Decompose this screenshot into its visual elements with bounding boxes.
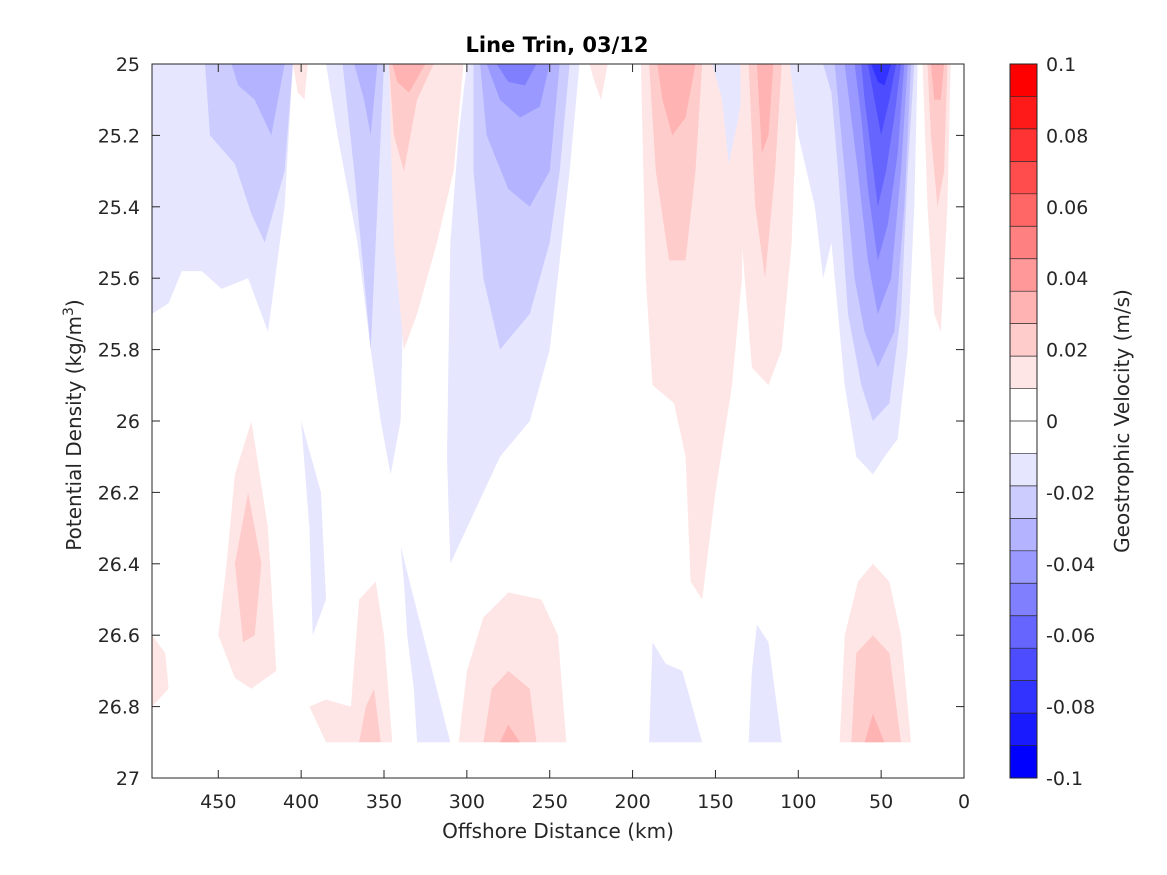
- contour-region-central-negative-deep: [496, 64, 537, 86]
- colorbar-swatch: [1010, 291, 1037, 324]
- colorbar-swatch: [1010, 64, 1037, 97]
- colorbar-swatch: [1010, 518, 1037, 552]
- colorbar-swatch: [1010, 161, 1037, 195]
- colorbar-swatch: [1010, 128, 1037, 162]
- contour-region-col-120-positive-core: [748, 64, 782, 279]
- contour-region-deep-negative-400: [301, 421, 326, 636]
- contour-region-deep-negative-120: [748, 624, 782, 743]
- x-tick-label: 50: [869, 791, 893, 813]
- contour-region-deep-positive-270-core: [483, 670, 537, 743]
- contour-region-nearshore-negative-5: [861, 64, 901, 207]
- x-axis: 450 400 350 300 250 200 150 100 50 0: [200, 64, 970, 813]
- colorbar-tick-label: 0.08: [1046, 125, 1088, 147]
- colorbar-swatch: [1010, 388, 1037, 422]
- colorbar-tick-label: -0.02: [1046, 482, 1095, 504]
- colorbar-swatch: [1010, 453, 1037, 487]
- contour-region-nearshore-negative-7: [871, 64, 892, 86]
- colorbar-swatch: [1010, 745, 1037, 779]
- colorbar-frame: [1009, 63, 1038, 779]
- colorbar-swatch: [1010, 96, 1037, 130]
- x-tick-label: 150: [697, 791, 733, 813]
- contour-region-positive-220: [589, 64, 608, 100]
- x-tick-label: 350: [366, 791, 402, 813]
- y-tick-label: 25.2: [98, 125, 140, 147]
- y-tick-label: 25.4: [98, 197, 140, 219]
- x-tick-label: 200: [614, 791, 650, 813]
- y-tick-label: 25.8: [98, 340, 140, 362]
- colorbar-title: Geostrophic Velocity (m/s): [1110, 289, 1134, 553]
- x-tick-label: 0: [958, 791, 970, 813]
- colorbar-swatch: [1010, 323, 1037, 357]
- x-tick-label: 450: [200, 791, 236, 813]
- y-axis-title-sup: 3: [61, 307, 77, 316]
- x-axis-title: Offshore Distance (km): [442, 819, 674, 843]
- x-tick-label: 300: [449, 791, 485, 813]
- x-tick-label: 400: [283, 791, 319, 813]
- colorbar-swatch: [1010, 258, 1037, 292]
- contour-region-col-170-positive-deep: [657, 64, 696, 136]
- contour-region-deep-negative-170: [649, 642, 703, 743]
- colorbar-tick-label: 0.1: [1046, 54, 1076, 76]
- colorbar-tick-label: -0.1: [1046, 768, 1083, 790]
- contour-region-col-360-negative-core: [342, 64, 384, 350]
- colorbar-swatch: [1010, 356, 1037, 389]
- colorbar-swatch: [1010, 485, 1037, 519]
- colorbar-swatch: [1010, 648, 1037, 681]
- contour-region-coastal-positive-deep: [930, 64, 945, 100]
- y-axis-title-end: ): [62, 299, 86, 307]
- x-tick-label: 250: [532, 791, 568, 813]
- contour-region-col-340-positive-core: [389, 64, 434, 172]
- contour-region-deep-positive-430-core: [234, 492, 262, 643]
- chart-title: Line Trin, 03/12: [465, 33, 648, 57]
- y-tick-label: 27: [116, 768, 140, 790]
- colorbar-tick-label: 0: [1046, 411, 1058, 433]
- contour-region-coastal-positive-core: [927, 64, 948, 207]
- contour-region-deep-positive-490: [152, 635, 169, 707]
- colorbar-swatch: [1010, 193, 1037, 227]
- contour-region-central-negative-core: [486, 64, 550, 118]
- contour-region-deep-positive-270-deep: [500, 724, 520, 743]
- colorbar-swatch: [1010, 421, 1037, 454]
- colorbar-swatch: [1010, 713, 1037, 746]
- colorbar-swatch: [1010, 226, 1037, 260]
- y-tick-label: 25: [116, 54, 140, 76]
- contour-region-col-360-negative-deep: [354, 64, 378, 136]
- colorbar-tick-label: 0.02: [1046, 340, 1088, 362]
- plot-area: 450 400 350 300 250 200 150 100 50 0 2525.225.425…: [98, 54, 970, 813]
- contour-region-deep-positive-50-core: [851, 635, 901, 743]
- colorbar-tick-label: 0.04: [1046, 268, 1088, 290]
- y-axis-title: Potential Density (kg/m3): [61, 299, 86, 550]
- contour-region-deep-positive-270: [458, 592, 567, 743]
- contour-region-deep-positive-50-deep: [864, 713, 885, 743]
- colorbar: 0.1 0.08 0.06 0.04 0.02 0 -0.02 -0.04 -0.06 -0.08…: [1009, 54, 1095, 790]
- colorbar-swatch: [1010, 583, 1037, 617]
- y-tick-label: 26: [116, 411, 140, 433]
- contour-region-col-340-positive-deep: [392, 64, 426, 93]
- y-axis: 25 25.2 25.4 25.6 25.8 26 26.2 26.4 26.6 26.8 27: [98, 54, 964, 790]
- y-tick-label: 26.2: [98, 482, 140, 504]
- contour-region-deep-positive-370-core: [359, 688, 381, 743]
- y-tick-label: 25.6: [98, 268, 140, 290]
- y-tick-label: 26.4: [98, 554, 140, 576]
- colorbar-tick-label: 0.06: [1046, 197, 1088, 219]
- colorbar-swatch: [1010, 615, 1037, 649]
- colorbar-swatch: [1010, 680, 1037, 714]
- y-axis-title-main: Potential Density (kg/m: [62, 316, 86, 551]
- contour-region-nearshore-negative-6: [867, 64, 897, 136]
- contour-region-col-170-positive-core: [649, 64, 703, 261]
- contour-region-negative-140: [712, 64, 746, 164]
- contour-region-positive-400: [292, 64, 308, 100]
- x-tick-label: 100: [780, 791, 816, 813]
- colorbar-tick-label: -0.08: [1046, 697, 1095, 719]
- contour-region-col-120-positive-deep: [756, 64, 774, 154]
- colorbar-tick-label: -0.06: [1046, 625, 1095, 647]
- y-tick-label: 26.6: [98, 625, 140, 647]
- colorbar-tick-label: -0.04: [1046, 554, 1095, 576]
- contour-region-offshore-negative-core: [231, 64, 285, 136]
- y-tick-label: 26.8: [98, 697, 140, 719]
- contour-region-deep-negative-330: [400, 546, 451, 743]
- contour-regions: [152, 64, 951, 743]
- colorbar-swatch: [1010, 550, 1037, 584]
